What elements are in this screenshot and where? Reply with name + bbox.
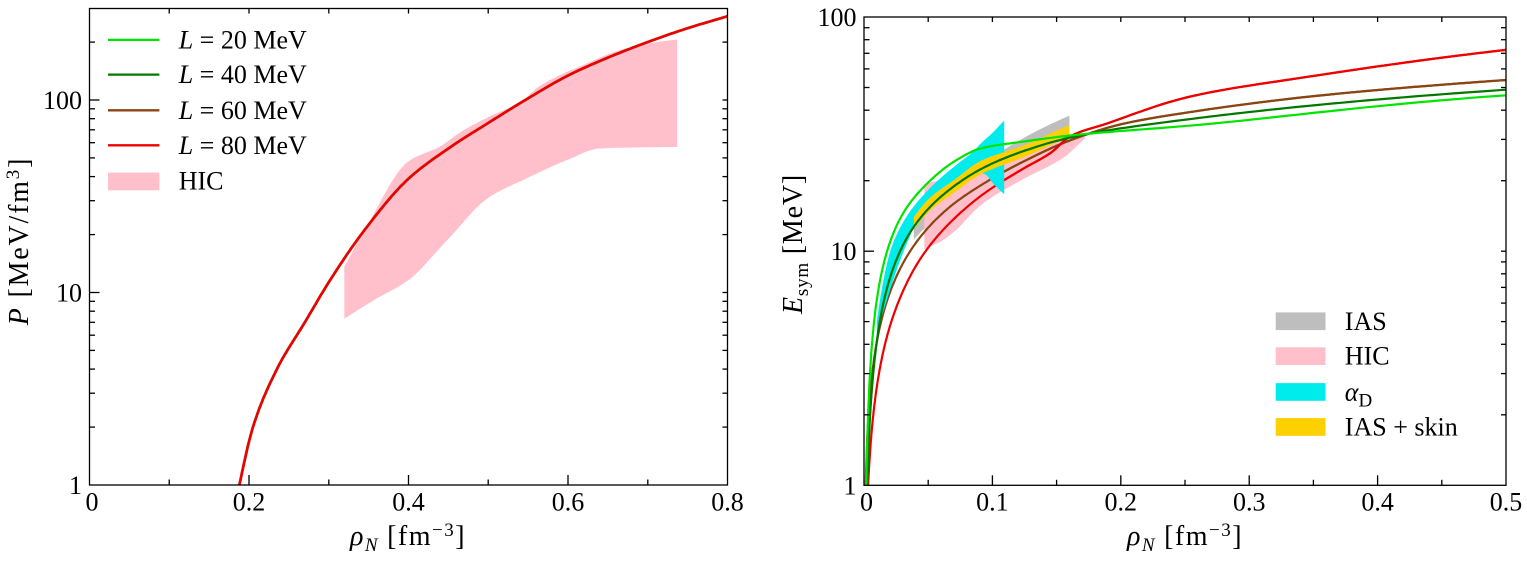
svg-text:ρN [fm−3]: ρN [fm−3] (1126, 520, 1243, 556)
svg-text:0.6: 0.6 (552, 488, 585, 517)
svg-text:0: 0 (86, 488, 99, 517)
svg-text:HIC: HIC (179, 167, 224, 196)
svg-text:0.2: 0.2 (233, 488, 266, 517)
svg-text:0.8: 0.8 (711, 488, 744, 517)
svg-text:L = 20 MeV: L = 20 MeV (178, 25, 307, 54)
svg-text:1: 1 (844, 471, 857, 500)
svg-text:IAS: IAS (1345, 307, 1387, 336)
svg-text:0.3: 0.3 (1233, 488, 1266, 517)
svg-text:100: 100 (818, 3, 857, 32)
svg-text:100: 100 (43, 86, 82, 115)
svg-text:0.4: 0.4 (392, 488, 425, 517)
svg-text:0.4: 0.4 (1361, 488, 1394, 517)
svg-text:IAS + skin: IAS + skin (1345, 413, 1458, 442)
svg-text:0.1: 0.1 (976, 488, 1009, 517)
svg-text:10: 10 (56, 279, 82, 308)
svg-text:ρN [fm−3]: ρN [fm−3] (349, 520, 466, 556)
svg-text:0.5: 0.5 (1490, 488, 1523, 517)
svg-text:L = 40 MeV: L = 40 MeV (178, 60, 307, 89)
svg-text:L = 60 MeV: L = 60 MeV (178, 96, 307, 125)
svg-text:Esym [MeV]: Esym [MeV] (778, 174, 813, 315)
svg-text:L = 80 MeV: L = 80 MeV (178, 131, 307, 160)
svg-text:HIC: HIC (1345, 342, 1390, 371)
svg-text:10: 10 (831, 237, 857, 266)
svg-text:0: 0 (860, 488, 873, 517)
svg-text:0.2: 0.2 (1105, 488, 1138, 517)
svg-text:1: 1 (69, 471, 82, 500)
svg-text:αD: αD (1345, 378, 1372, 412)
svg-text:P [MeV/fm3]: P [MeV/fm3] (3, 157, 35, 327)
